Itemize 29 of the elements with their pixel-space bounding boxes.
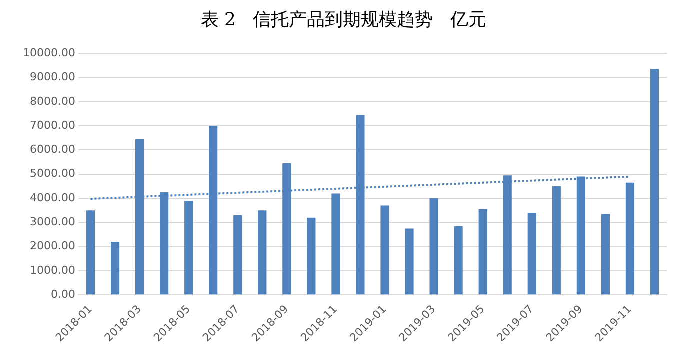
bar [332,194,340,295]
y-tick-label: 4000.00 [30,191,76,204]
bar [626,182,635,295]
bar [454,226,463,295]
y-tick-label: 5000.00 [30,167,76,180]
y-tick-label: 1000.00 [30,264,76,277]
y-tick-label: 10000.00 [22,46,76,60]
bar [184,200,194,295]
bar [601,214,610,295]
bar [528,213,536,295]
bar [234,215,242,295]
bar [552,186,561,295]
bar [478,209,488,295]
y-tick-label: 3000.00 [30,216,76,229]
bar [380,206,390,295]
bar [430,198,438,295]
y-tick-label: 0.00 [50,288,76,302]
bar [110,242,120,295]
y-tick-label: 7000.00 [30,118,76,132]
y-tick-label: 2000.00 [30,240,76,253]
bar [405,228,414,295]
chart-title: 表 2 信托产品到期规模趋势 亿元 [200,9,486,30]
bar [86,210,96,295]
y-tick-label: 6000.00 [30,143,76,156]
y-tick-label: 9000.00 [30,70,76,84]
bar [650,69,660,295]
bar [258,210,267,295]
bar [307,218,316,295]
y-tick-label: 8000.00 [30,94,76,108]
